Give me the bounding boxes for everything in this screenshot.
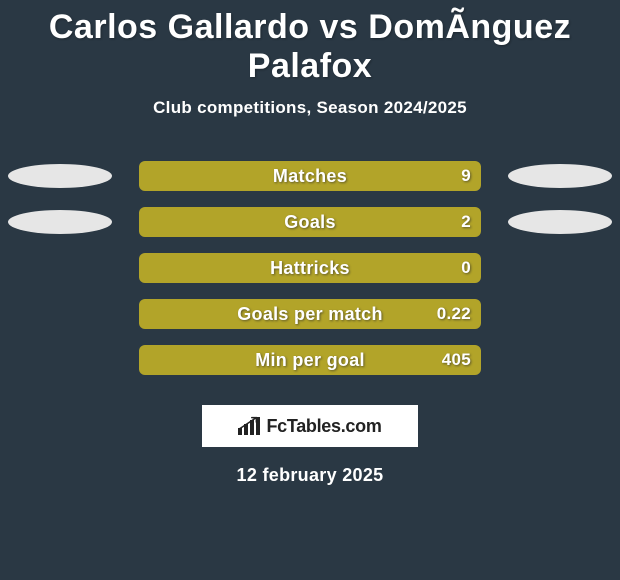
stat-label: Matches [273, 166, 347, 187]
brand-logo: FcTables.com [202, 405, 418, 447]
stat-bar: Min per goal 405 [139, 345, 481, 375]
stat-bar: Goals 2 [139, 207, 481, 237]
stat-row: Min per goal 405 [0, 337, 620, 383]
stat-value: 9 [461, 166, 471, 186]
stat-bar: Matches 9 [139, 161, 481, 191]
player-left-ellipse [8, 164, 112, 188]
stat-bar: Goals per match 0.22 [139, 299, 481, 329]
player-right-ellipse [508, 164, 612, 188]
brand-logo-text: FcTables.com [266, 416, 381, 437]
stat-row: Goals per match 0.22 [0, 291, 620, 337]
stat-row: Matches 9 [0, 153, 620, 199]
bar-chart-icon [238, 417, 260, 435]
stat-value: 0.22 [437, 304, 471, 324]
stat-row: Goals 2 [0, 199, 620, 245]
stat-value: 0 [461, 258, 471, 278]
stat-label: Goals per match [237, 304, 383, 325]
arrow-icon [238, 415, 260, 433]
comparison-subtitle: Club competitions, Season 2024/2025 [0, 98, 620, 118]
comparison-date: 12 february 2025 [0, 465, 620, 486]
stat-label: Min per goal [255, 350, 365, 371]
stat-row: Hattricks 0 [0, 245, 620, 291]
stat-label: Goals [284, 212, 336, 233]
stat-label: Hattricks [270, 258, 350, 279]
stat-value: 405 [442, 350, 471, 370]
comparison-title: Carlos Gallardo vs DomÃ­nguez Palafox [0, 0, 620, 86]
player-left-ellipse [8, 210, 112, 234]
player-right-ellipse [508, 210, 612, 234]
stat-bar: Hattricks 0 [139, 253, 481, 283]
stats-container: Matches 9 Goals 2 Hattricks 0 Goals per match 0… [0, 153, 620, 383]
stat-value: 2 [461, 212, 471, 232]
